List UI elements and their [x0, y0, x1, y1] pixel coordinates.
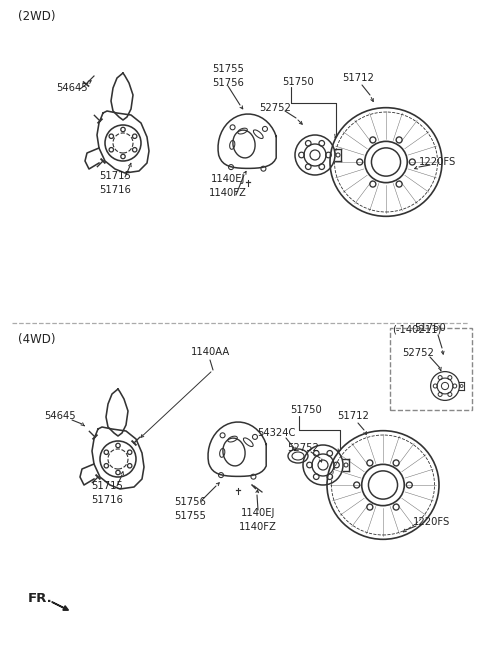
- Text: 51756
51755: 51756 51755: [174, 498, 206, 520]
- Text: 54645: 54645: [56, 83, 88, 93]
- Text: 51715
51716: 51715 51716: [99, 172, 131, 194]
- Text: 1140EJ
1140FZ: 1140EJ 1140FZ: [239, 509, 277, 531]
- Text: (2WD): (2WD): [18, 10, 56, 23]
- Bar: [390, 328, 472, 410]
- Text: 1140AA: 1140AA: [191, 347, 229, 357]
- Text: FR.: FR.: [28, 592, 53, 605]
- Text: (-140211): (-140211): [392, 325, 442, 335]
- Text: 51750: 51750: [414, 323, 446, 333]
- Text: 52752: 52752: [402, 348, 434, 358]
- FancyArrow shape: [52, 602, 69, 610]
- Text: 51750: 51750: [282, 77, 314, 87]
- Text: (4WD): (4WD): [18, 333, 56, 346]
- Text: 1140EJ
1140FZ: 1140EJ 1140FZ: [209, 174, 247, 198]
- Text: 1220FS: 1220FS: [413, 517, 451, 527]
- Text: 54324C: 54324C: [257, 428, 295, 438]
- Text: 52752: 52752: [287, 443, 319, 453]
- Text: 54645: 54645: [44, 411, 76, 421]
- Text: 51750: 51750: [290, 405, 322, 415]
- Text: 51712: 51712: [342, 73, 374, 83]
- Text: 51755
51756: 51755 51756: [212, 64, 244, 87]
- Text: 51715
51716: 51715 51716: [91, 481, 123, 505]
- Text: 51712: 51712: [337, 411, 369, 421]
- Text: 1220FS: 1220FS: [419, 157, 456, 167]
- Text: 52752: 52752: [259, 103, 291, 113]
